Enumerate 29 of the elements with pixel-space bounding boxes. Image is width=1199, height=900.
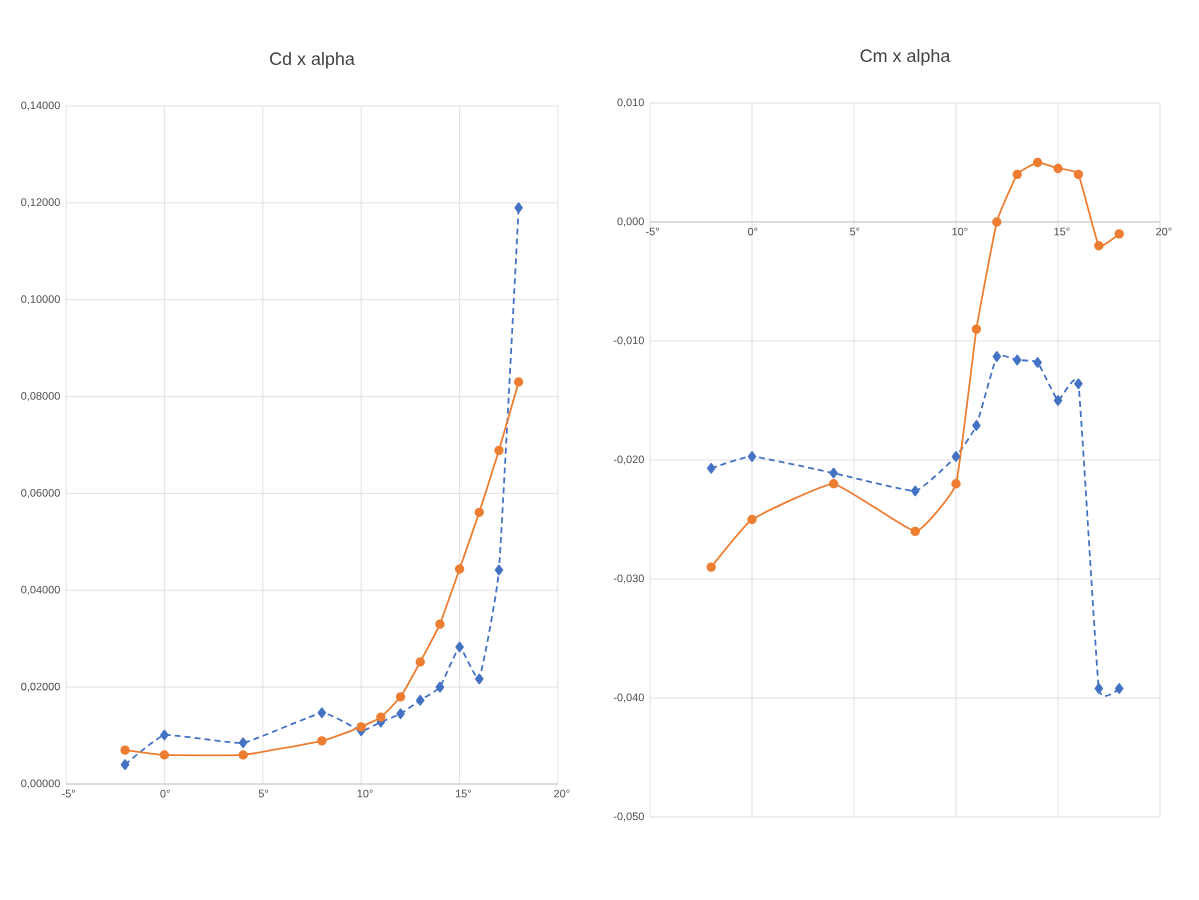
y-tick-label: 0,000 [617,217,644,227]
x-tick-label: 5° [850,227,860,236]
y-tick-label: 0,010 [617,98,644,108]
y-tick-label: 0,10000 [21,295,60,305]
chart-title: Cd x alpha [270,51,355,69]
y-tick-label: -0,030 [613,574,644,584]
chart-title: Cm x alpha [860,48,951,66]
y-tick-label: -0,020 [613,455,644,465]
y-tick-label: -0,010 [613,336,644,346]
y-tick-label: 0,14000 [21,101,60,111]
x-tick-label: 10° [952,227,968,236]
x-tick-label: 5° [258,789,269,798]
x-tick-label: -5° [62,789,76,798]
y-tick-label: -0,050 [613,812,644,822]
y-tick-label: 0,02000 [21,682,60,692]
x-tick-label: -5° [646,227,660,236]
y-tick-label: -0,040 [613,693,644,703]
y-tick-label: 0,12000 [21,198,60,208]
x-tick-label: 15° [1054,227,1070,236]
y-tick-label: 0,04000 [21,585,60,595]
x-tick-label: 0° [160,789,170,798]
x-tick-label: 0° [747,227,758,236]
x-tick-label: 10° [357,789,373,798]
x-tick-label: 20° [1156,227,1172,236]
x-tick-label: 15° [455,789,472,798]
y-tick-label: 0,00000 [21,779,60,789]
x-tick-label: 20° [554,789,570,798]
y-tick-label: 0,08000 [21,392,60,402]
y-tick-label: 0,06000 [21,488,60,498]
